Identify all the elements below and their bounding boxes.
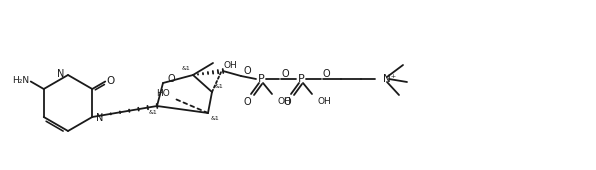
Text: O: O — [243, 97, 251, 107]
Text: N: N — [57, 69, 64, 79]
Text: O: O — [106, 76, 114, 87]
Text: O: O — [244, 66, 252, 76]
Text: &1: &1 — [149, 109, 158, 115]
Text: O: O — [283, 97, 291, 107]
Text: H₂N: H₂N — [12, 76, 29, 85]
Text: &1: &1 — [215, 84, 224, 89]
Text: P: P — [297, 74, 305, 84]
Text: OH: OH — [318, 98, 332, 106]
Text: N: N — [96, 113, 104, 123]
Text: O: O — [168, 74, 176, 84]
Text: OH: OH — [224, 61, 238, 70]
Text: N⁺: N⁺ — [383, 74, 396, 84]
Text: &1: &1 — [181, 65, 190, 71]
Text: &1: &1 — [211, 115, 220, 121]
Text: OH: OH — [278, 98, 292, 106]
Text: P: P — [257, 74, 265, 84]
Text: O: O — [322, 69, 330, 79]
Text: HO: HO — [156, 89, 170, 98]
Text: O: O — [281, 69, 289, 79]
